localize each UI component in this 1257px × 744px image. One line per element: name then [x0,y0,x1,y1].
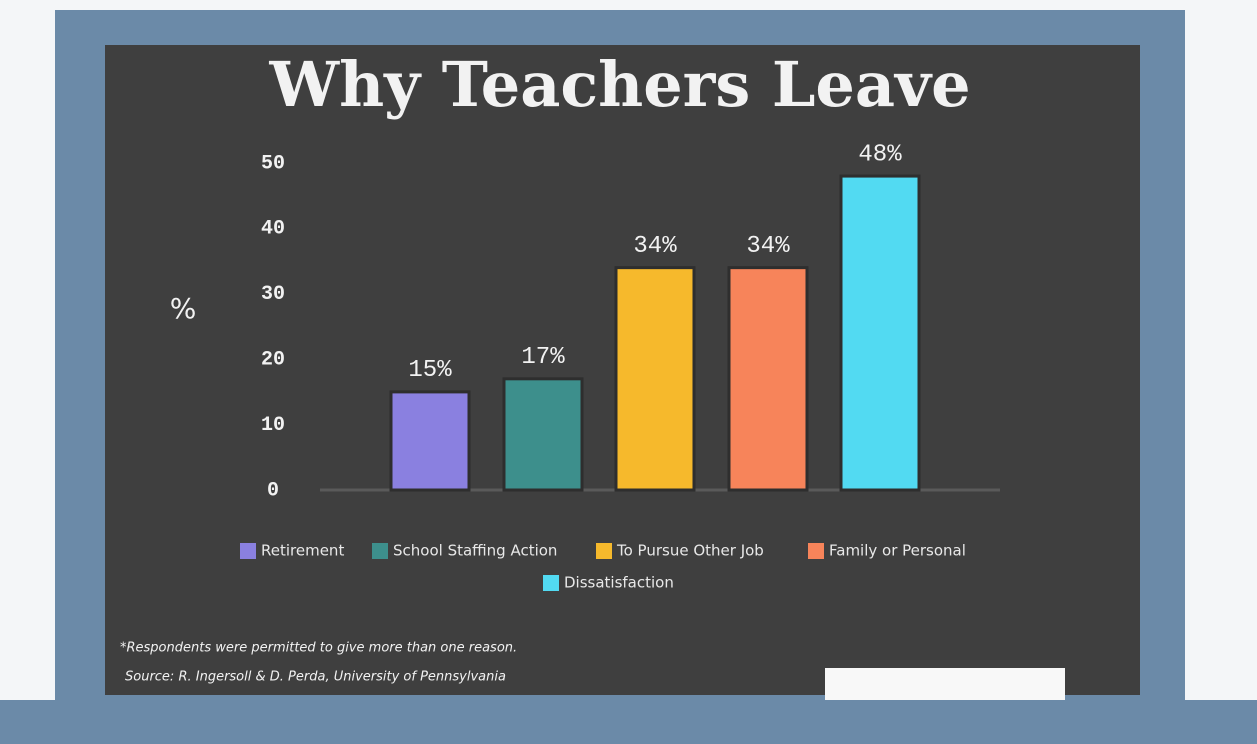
legend-label: Retirement [261,542,344,560]
bar [727,266,809,492]
legend-label: To Pursue Other Job [616,542,764,560]
legend-swatch [596,543,612,559]
value-label: 48% [858,141,902,168]
bar [839,174,921,492]
legend-swatch [372,543,388,559]
legend-label: Dissatisfaction [564,574,674,592]
value-label: 34% [633,233,677,260]
bar [389,390,471,492]
y-tick-label: 20 [261,348,285,371]
y-tick-label: 30 [261,283,285,306]
bar [502,377,584,492]
y-tick-label: 50 [261,152,285,175]
source-note: Source: R. Ingersoll & D. Perda, Univers… [125,670,506,685]
bar [614,266,696,492]
y-tick-label: 40 [261,218,285,241]
legend-label: School Staffing Action [393,542,557,560]
legend-label: Family or Personal [829,542,966,560]
value-label: 17% [521,344,565,371]
value-label: 15% [408,357,452,384]
board-ledge [0,700,1257,744]
chart-title: Why Teachers Leave [268,48,970,121]
legend-swatch [543,575,559,591]
legend-swatch [240,543,256,559]
y-tick-label: 10 [261,414,285,437]
eraser [825,668,1065,700]
y-tick-label: 0 [267,479,279,502]
value-label: 34% [746,233,790,260]
y-axis-label: % [170,292,197,325]
footnote: *Respondents were permitted to give more… [120,641,517,656]
legend-swatch [808,543,824,559]
